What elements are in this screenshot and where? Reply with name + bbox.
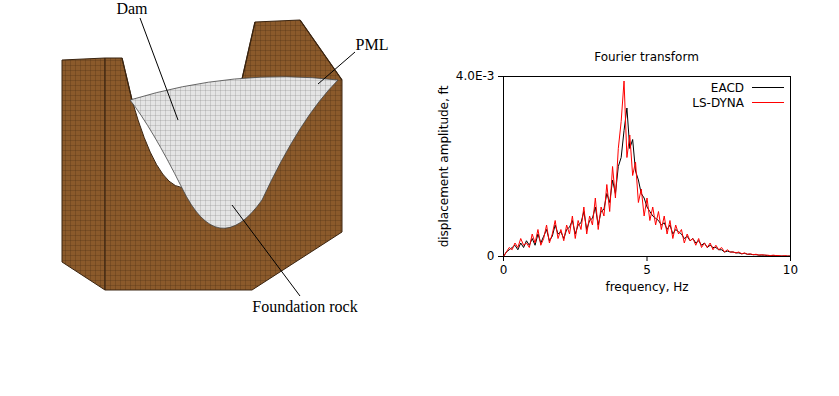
svg-text:Foundation rock: Foundation rock: [252, 298, 357, 315]
html-text:LS-DYNA: LS-DYNA: [692, 95, 744, 110]
svg-text:frequency, Hz: frequency, Hz: [605, 280, 688, 294]
html-text:Fourier transform: Fourier transform: [594, 50, 699, 64]
svg-text:4.0E-3: 4.0E-3: [456, 69, 495, 83]
svg-text:displacement amplitude, ft: displacement amplitude, ft: [437, 85, 451, 247]
svg-text:10: 10: [783, 263, 798, 277]
svg-text:Dam: Dam: [116, 0, 148, 17]
html-text:EACD: EACD: [710, 80, 744, 95]
svg-text:0: 0: [487, 249, 495, 263]
svg-text:0: 0: [500, 263, 508, 277]
svg-text:PML: PML: [356, 36, 389, 53]
svg-text:5: 5: [643, 263, 651, 277]
